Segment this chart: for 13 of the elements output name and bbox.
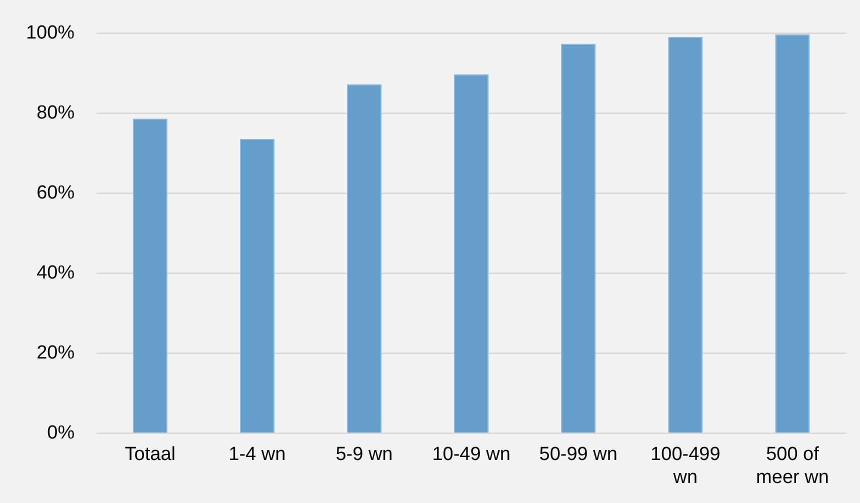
x-tick-label: 1-4 wn	[228, 444, 286, 466]
x-tick-label: 5-9 wn	[336, 444, 393, 466]
y-tick-label: 60%	[36, 182, 75, 204]
x-tick-label: 500 of meer wn	[756, 444, 829, 488]
x-tick-label: 100-499 wn	[650, 444, 720, 488]
x-tick-label: 10-49 wn	[432, 444, 510, 466]
x-tick-label: Totaal	[124, 444, 176, 466]
x-tick-label: 50-99 wn	[539, 444, 618, 466]
y-tick-label: 80%	[36, 102, 75, 124]
y-tick-label: 0%	[47, 422, 75, 444]
y-tick-label: 20%	[36, 342, 75, 364]
y-tick-label: 100%	[26, 22, 75, 44]
y-tick-label: 40%	[36, 262, 75, 284]
